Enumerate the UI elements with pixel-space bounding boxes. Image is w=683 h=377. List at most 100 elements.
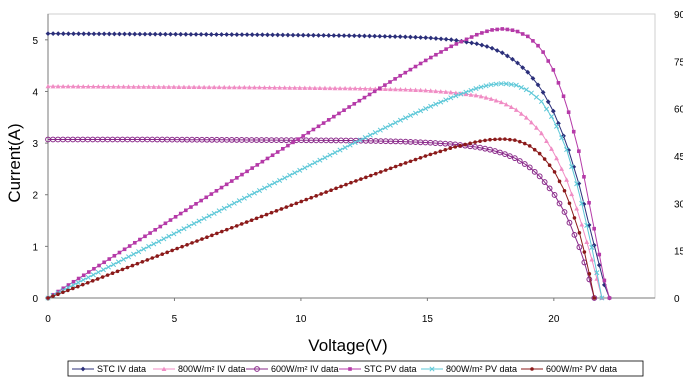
data-point	[367, 33, 372, 39]
data-point	[234, 224, 239, 228]
data-point	[561, 94, 566, 99]
data-point	[136, 249, 142, 255]
data-point	[503, 81, 509, 87]
data-point	[125, 265, 130, 270]
data-point	[175, 246, 179, 251]
data-point	[413, 34, 418, 40]
data-point	[438, 149, 443, 154]
data-point	[601, 282, 607, 288]
data-point	[504, 53, 510, 59]
data-point	[170, 248, 174, 253]
data-point	[556, 200, 563, 207]
legend-label: 800W/m² PV data	[446, 364, 517, 374]
data-point	[252, 84, 257, 90]
data-point	[352, 86, 358, 91]
data-point	[418, 35, 424, 40]
data-point	[539, 130, 544, 136]
data-point	[377, 127, 383, 133]
data-point	[141, 84, 147, 89]
data-point	[428, 103, 434, 109]
data-point	[80, 277, 86, 283]
data-point	[480, 31, 484, 35]
data-point	[106, 31, 112, 37]
data-point	[556, 81, 561, 85]
data-point	[478, 93, 484, 99]
data-point	[574, 206, 580, 211]
data-point	[145, 258, 150, 262]
plot-area	[47, 13, 656, 299]
data-point	[180, 244, 184, 249]
data-point	[367, 86, 373, 91]
data-point	[346, 33, 352, 39]
data-point	[275, 150, 280, 154]
data-point	[312, 160, 318, 166]
data-point	[127, 244, 132, 248]
data-point	[332, 85, 338, 91]
data-point	[186, 223, 192, 229]
data-point	[490, 28, 494, 32]
data-point	[423, 87, 429, 93]
data-point	[60, 31, 66, 37]
data-point	[378, 170, 383, 174]
data-point	[75, 279, 81, 286]
data-point	[251, 190, 258, 196]
data-point	[458, 143, 463, 148]
data-point	[332, 114, 336, 119]
data-point	[201, 84, 207, 90]
data-point	[191, 84, 197, 90]
data-point	[356, 33, 362, 39]
data-point	[523, 87, 529, 93]
data-point	[168, 31, 173, 37]
data-point	[533, 94, 539, 100]
data-point	[91, 31, 97, 37]
data-point	[111, 84, 116, 89]
data-point	[584, 222, 590, 228]
data-point	[196, 84, 202, 90]
data-point	[581, 201, 587, 207]
data-point	[224, 227, 229, 232]
data-point	[518, 84, 524, 90]
data-point	[201, 215, 207, 222]
data-point	[592, 226, 596, 231]
data-point	[587, 272, 592, 276]
data-point	[478, 84, 484, 90]
data-point	[463, 142, 467, 147]
data-point	[229, 225, 234, 230]
data-point	[85, 274, 91, 280]
data-point	[488, 96, 494, 101]
data-point	[453, 38, 459, 43]
data-point	[211, 210, 217, 216]
data-point	[130, 263, 135, 268]
data-point	[131, 251, 137, 257]
data-point	[576, 244, 583, 251]
data-point	[65, 83, 71, 89]
data-point	[508, 137, 512, 142]
data-point	[264, 212, 269, 217]
data-point	[150, 256, 155, 260]
data-point	[526, 34, 530, 39]
data-point	[168, 218, 173, 222]
data-point	[292, 170, 298, 176]
data-point	[377, 86, 382, 91]
data-point	[369, 173, 373, 178]
data-point	[280, 146, 285, 151]
legend: STC IV data 800W/m² IV data 600W/m² IV dat…	[67, 360, 644, 377]
data-point	[546, 59, 551, 63]
data-point	[497, 149, 503, 156]
data-point	[259, 214, 264, 219]
data-point	[498, 81, 504, 87]
data-point	[552, 170, 557, 174]
data-point	[398, 73, 402, 78]
data-point	[493, 81, 499, 87]
data-point	[221, 205, 227, 211]
data-point	[60, 83, 66, 89]
data-point	[265, 156, 270, 161]
data-point	[402, 34, 408, 40]
data-point	[520, 32, 525, 36]
data-point	[224, 182, 229, 187]
data-point	[194, 202, 198, 206]
data-point	[332, 150, 338, 156]
data-point	[307, 162, 313, 168]
data-point	[541, 50, 545, 54]
data-point	[297, 85, 303, 90]
